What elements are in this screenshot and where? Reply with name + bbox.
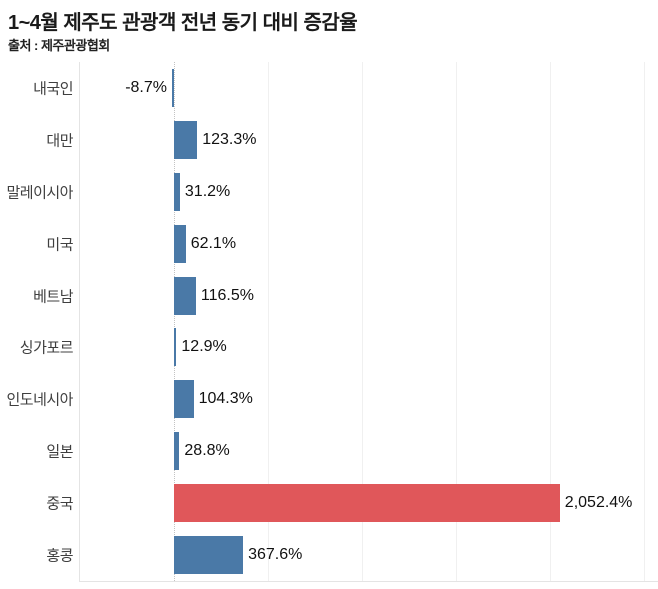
category-label: 중국 xyxy=(46,495,73,513)
bar xyxy=(174,484,560,523)
category-label: 일본 xyxy=(46,443,73,461)
category-label: 대만 xyxy=(46,132,73,150)
value-label: 12.9% xyxy=(181,338,227,356)
category-label: 내국인 xyxy=(33,80,73,98)
category-label: 미국 xyxy=(46,236,73,254)
value-label: 31.2% xyxy=(184,182,231,200)
bar xyxy=(174,276,196,315)
bar xyxy=(172,68,174,107)
bar xyxy=(174,380,194,419)
value-label: 123.3% xyxy=(202,130,257,148)
value-label: 104.3% xyxy=(198,390,253,408)
value-label: 116.5% xyxy=(200,286,254,304)
value-label: 2,052.4% xyxy=(564,494,633,512)
bar xyxy=(174,432,180,471)
category-label: 인도네시아 xyxy=(6,391,73,409)
bar xyxy=(174,328,177,367)
bar xyxy=(174,120,198,159)
chart-source: 출처 : 제주관광협회 xyxy=(8,38,110,53)
gridline xyxy=(644,62,645,581)
gridline xyxy=(362,62,363,581)
chart-title: 1~4월 제주도 관광객 전년 동기 대비 증감율 xyxy=(8,12,358,34)
category-label: 싱가포르 xyxy=(19,339,74,357)
category-label: 말레이시아 xyxy=(6,184,73,202)
gridline xyxy=(268,62,269,581)
value-label: 28.8% xyxy=(184,442,230,460)
category-label: 홍콩 xyxy=(46,547,73,565)
category-label: 베트남 xyxy=(33,288,73,305)
gridline xyxy=(456,62,457,581)
value-label: 367.6% xyxy=(248,546,303,563)
plot-area: -8.7% 123.3% 31.2% 62.1% 116.5% 12.9% 104.3% 28… xyxy=(79,62,658,582)
bar xyxy=(174,536,244,574)
bar xyxy=(174,172,180,211)
bar xyxy=(174,224,186,263)
zero-gridline xyxy=(174,62,175,581)
value-label: 62.1% xyxy=(190,234,237,252)
gridline xyxy=(550,62,551,581)
value-label: -8.7% xyxy=(125,78,167,96)
